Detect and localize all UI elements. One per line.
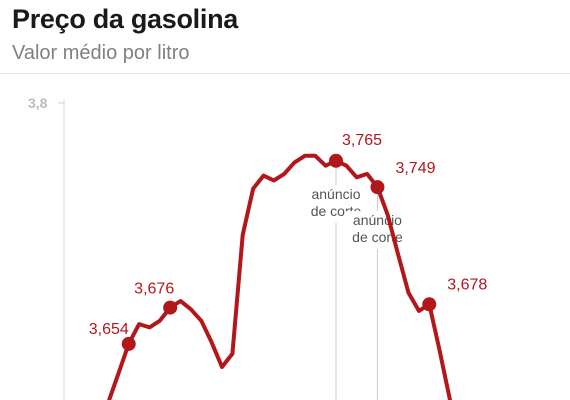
data-point bbox=[252, 187, 255, 190]
event-marker-label: de corte bbox=[352, 229, 403, 245]
data-point bbox=[283, 172, 286, 175]
data-point bbox=[189, 308, 192, 311]
highlight-point bbox=[422, 297, 437, 312]
event-marker-label-bg bbox=[345, 211, 410, 250]
data-point bbox=[158, 319, 161, 322]
event-marker-label: anúncio bbox=[311, 186, 360, 202]
data-point bbox=[386, 214, 389, 217]
data-point bbox=[314, 154, 317, 157]
data-point bbox=[221, 366, 224, 369]
highlight-point bbox=[329, 153, 343, 168]
data-point bbox=[397, 253, 400, 256]
data-point bbox=[262, 174, 265, 177]
data-point bbox=[231, 352, 234, 355]
data-point bbox=[417, 309, 420, 312]
data-point bbox=[366, 172, 369, 175]
chart-title: Preço da gasolina bbox=[12, 4, 238, 34]
series-line bbox=[107, 153, 452, 400]
data-label: 3,654 bbox=[89, 321, 129, 338]
data-point bbox=[407, 291, 410, 294]
data-point bbox=[138, 323, 141, 326]
highlight-point bbox=[121, 336, 136, 351]
chart-subtitle: Valor médio por litro bbox=[12, 42, 190, 64]
event-marker-label: anúncio bbox=[353, 212, 402, 228]
data-label: 3,749 bbox=[395, 160, 435, 177]
data-point bbox=[272, 179, 275, 182]
data-point bbox=[438, 349, 441, 352]
data-point bbox=[200, 319, 203, 322]
highlight-point bbox=[370, 180, 385, 195]
data-label: 3,765 bbox=[342, 132, 382, 149]
data-point bbox=[293, 161, 296, 164]
data-label: 3,676 bbox=[134, 281, 174, 298]
data-point bbox=[210, 341, 213, 344]
data-point bbox=[355, 176, 358, 179]
y-tick-label: 3,8 bbox=[28, 95, 48, 111]
data-point bbox=[179, 300, 182, 303]
data-label: 3,678 bbox=[447, 276, 487, 293]
header-divider bbox=[0, 73, 570, 74]
data-point bbox=[117, 372, 120, 375]
data-point bbox=[303, 154, 306, 157]
data-point bbox=[345, 164, 348, 167]
data-point bbox=[324, 164, 327, 167]
data-point bbox=[241, 234, 244, 237]
highlight-point bbox=[163, 300, 178, 315]
data-point bbox=[148, 326, 151, 329]
